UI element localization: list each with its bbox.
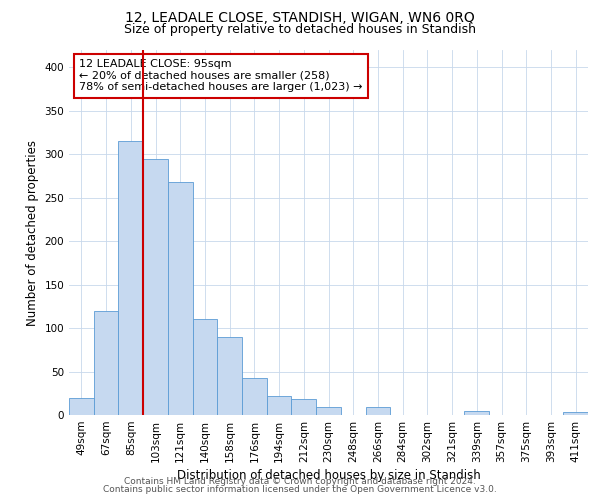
Y-axis label: Number of detached properties: Number of detached properties — [26, 140, 39, 326]
Text: 12, LEADALE CLOSE, STANDISH, WIGAN, WN6 0RQ: 12, LEADALE CLOSE, STANDISH, WIGAN, WN6 … — [125, 11, 475, 25]
Bar — [193, 320, 217, 415]
Bar — [118, 141, 143, 415]
Text: 12 LEADALE CLOSE: 95sqm
← 20% of detached houses are smaller (258)
78% of semi-d: 12 LEADALE CLOSE: 95sqm ← 20% of detache… — [79, 59, 363, 92]
Text: Contains HM Land Registry data © Crown copyright and database right 2024.: Contains HM Land Registry data © Crown c… — [124, 477, 476, 486]
Bar — [217, 337, 242, 415]
Bar — [143, 158, 168, 415]
Bar — [365, 407, 390, 415]
Bar — [292, 400, 316, 415]
Bar — [316, 407, 341, 415]
Bar — [242, 378, 267, 415]
Bar — [267, 396, 292, 415]
Bar — [168, 182, 193, 415]
Text: Size of property relative to detached houses in Standish: Size of property relative to detached ho… — [124, 22, 476, 36]
Text: Contains public sector information licensed under the Open Government Licence v3: Contains public sector information licen… — [103, 485, 497, 494]
Bar — [69, 398, 94, 415]
X-axis label: Distribution of detached houses by size in Standish: Distribution of detached houses by size … — [176, 469, 481, 482]
Bar — [563, 412, 588, 415]
Bar — [94, 310, 118, 415]
Bar — [464, 410, 489, 415]
